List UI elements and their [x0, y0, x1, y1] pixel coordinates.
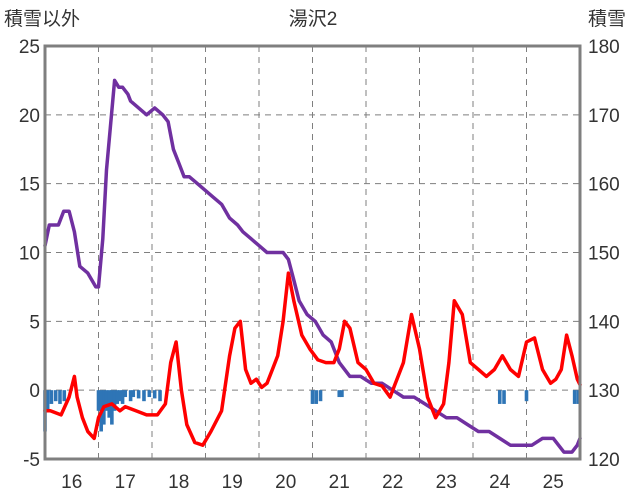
x-tick-label: 18 [168, 472, 189, 493]
snow-depth-line [43, 78, 582, 454]
precip-bar [310, 390, 315, 404]
precip-bar [158, 390, 162, 402]
precip-bar [112, 390, 117, 411]
precip-bar [49, 390, 54, 404]
precip-bar [62, 390, 67, 402]
precip-bar [118, 390, 122, 402]
x-tick-label: 24 [489, 472, 511, 493]
x-tick-label: 20 [275, 472, 296, 493]
precip-bar [142, 390, 146, 402]
right-tick-label: 170 [588, 106, 620, 127]
x-axis-ticks: 16 17 18 19 20 21 22 23 24 25 [61, 472, 564, 493]
precipitation-bars [43, 390, 581, 432]
x-tick-label: 17 [115, 472, 136, 493]
precip-bar [340, 390, 344, 398]
left-axis-ticks: -5 0 5 10 15 20 25 [19, 37, 40, 471]
right-axis-ticks: 120 130 140 150 160 170 180 [588, 37, 620, 471]
x-tick-label: 23 [436, 472, 457, 493]
left-tick-label: 0 [29, 381, 40, 402]
x-tick-label: 16 [61, 472, 82, 493]
left-tick-label: 25 [19, 37, 40, 58]
left-tick-label: -5 [23, 450, 40, 471]
plot-frame [43, 44, 582, 461]
precip-bar [115, 390, 120, 404]
precip-bar [131, 390, 136, 398]
precip-bar [337, 390, 342, 398]
right-tick-label: 180 [588, 37, 620, 58]
right-tick-label: 130 [588, 381, 620, 402]
left-axis-title: 積雪以外 [4, 8, 80, 30]
left-tick-label: 20 [19, 106, 40, 127]
precip-bar [120, 390, 125, 404]
temperature-line [43, 271, 582, 447]
precip-bar [110, 390, 114, 425]
left-tick-label: 10 [19, 244, 40, 265]
left-tick-label: 5 [29, 312, 40, 333]
precip-bar [123, 390, 128, 398]
precip-bar [96, 390, 101, 411]
precip-bar [497, 390, 502, 404]
precip-bar [104, 390, 109, 411]
precip-bar [318, 390, 323, 402]
precip-bar [572, 390, 577, 404]
precip-bar [314, 390, 319, 404]
precip-bar [152, 390, 157, 399]
precip-bar [524, 390, 529, 402]
right-tick-label: 120 [588, 450, 620, 471]
right-tick-label: 160 [588, 175, 620, 196]
precip-bar [58, 390, 62, 404]
right-axis-title: 積雪 [588, 8, 626, 30]
precip-bar [147, 390, 152, 398]
precip-bar [128, 390, 133, 402]
precip-bar [53, 390, 58, 402]
right-tick-label: 150 [588, 244, 620, 265]
x-tick-label: 21 [329, 472, 350, 493]
precip-bar [502, 390, 506, 404]
x-tick-label: 22 [382, 472, 403, 493]
precip-bar [45, 390, 50, 411]
precip-bar [136, 390, 141, 399]
right-tick-label: 140 [588, 312, 620, 333]
x-tick-label: 19 [222, 472, 243, 493]
x-tick-label: 25 [543, 472, 564, 493]
chart-title: 湯沢2 [289, 8, 338, 30]
left-tick-label: 15 [19, 175, 40, 196]
precip-bar [576, 390, 581, 404]
